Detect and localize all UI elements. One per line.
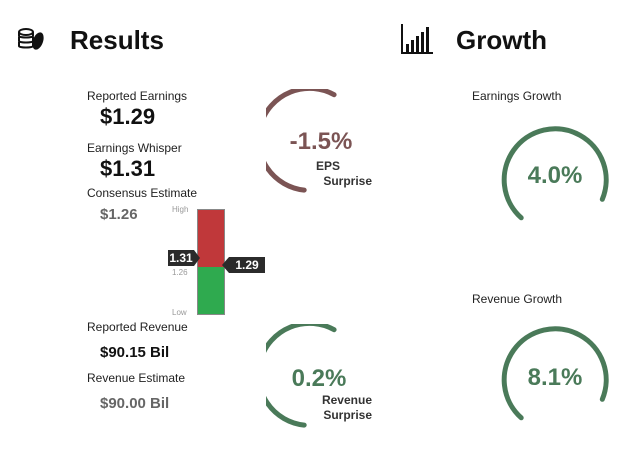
results-title: Results (70, 25, 164, 55)
coins-icon (16, 24, 46, 54)
consensus-estimate-label: Consensus Estimate (87, 186, 198, 200)
reported-earnings-value: $1.29 (100, 104, 156, 129)
range-bar-upper (198, 210, 224, 267)
eps-surprise-value: -1.5% (289, 128, 353, 155)
whisper-pointer-arrow (194, 250, 200, 266)
growth-title: Growth (456, 25, 547, 55)
eps-surprise-line1: EPS (315, 159, 340, 173)
whisper-pointer: 1.31 (168, 250, 194, 266)
revenue-estimate-value: $90.00 Bil (100, 395, 170, 412)
earnings-whisper-label: Earnings Whisper (87, 141, 182, 155)
revenue-growth-value: 8.1% (527, 364, 583, 391)
bar-chart-icon (400, 22, 434, 56)
revenue-surprise-value: 0.2% (291, 365, 347, 392)
reported-revenue-value: $90.15 Bil (100, 344, 170, 361)
reported-revenue-label: Reported Revenue (87, 320, 188, 334)
revenue-surprise-gauge (266, 324, 337, 428)
revenue-growth-gauge (501, 326, 609, 421)
consensus-estimate-value: $1.26 (100, 206, 138, 223)
reported-pointer-arrow (222, 257, 229, 273)
revenue-surprise-line1: Revenue (321, 393, 372, 407)
earnings-growth-value: 4.0% (527, 162, 583, 189)
reported-pointer: 1.29 (229, 257, 265, 273)
consensus-tick-label: 1.26 (172, 268, 188, 277)
eps-surprise-gauge (266, 89, 337, 193)
range-high-label: High (172, 205, 189, 214)
earnings-growth-gauge (501, 126, 609, 221)
earnings-whisper-value: $1.31 (100, 156, 156, 181)
revenue-surprise-line2: Surprise (323, 408, 372, 422)
range-bar-lower (198, 267, 224, 314)
earnings-growth-label: Earnings Growth (472, 89, 562, 103)
eps-surprise-line2: Surprise (323, 174, 372, 188)
range-bar (197, 209, 225, 315)
revenue-growth-label: Revenue Growth (472, 292, 563, 306)
revenue-estimate-label: Revenue Estimate (87, 371, 186, 385)
range-low-label: Low (172, 308, 187, 317)
reported-earnings-label: Reported Earnings (87, 89, 188, 103)
